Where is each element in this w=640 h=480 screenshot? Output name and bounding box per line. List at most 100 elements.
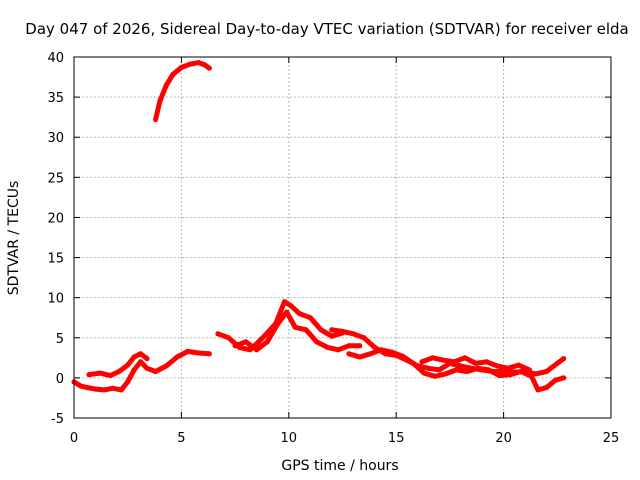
data-point — [138, 359, 144, 365]
data-point — [464, 369, 470, 374]
data-point — [131, 367, 137, 373]
data-point — [357, 354, 363, 360]
data-point — [443, 371, 449, 377]
x-axis-label: GPS time / hours — [281, 458, 398, 474]
data-point — [496, 373, 502, 378]
x-tick-label: 15 — [388, 431, 405, 446]
data-point — [486, 367, 492, 373]
data-point — [378, 347, 384, 353]
data-point — [346, 351, 352, 357]
data-point — [430, 355, 436, 361]
data-point — [372, 344, 378, 350]
data-point — [125, 362, 131, 368]
data-point — [314, 339, 320, 345]
data-point — [561, 375, 567, 381]
data-point — [458, 363, 464, 369]
data-point — [357, 343, 363, 349]
data-point — [350, 331, 356, 337]
data-point — [526, 367, 532, 373]
y-tick-label: 20 — [47, 211, 64, 226]
data-point — [264, 330, 270, 336]
data-point — [86, 372, 92, 378]
data-point — [518, 369, 524, 374]
data-point — [516, 362, 522, 368]
data-point — [544, 385, 550, 390]
data-point — [118, 387, 124, 393]
data-point — [254, 347, 260, 353]
data-point — [453, 367, 459, 373]
series-sat-f — [346, 347, 567, 393]
y-tick-label: 0 — [56, 372, 64, 387]
data-point — [475, 365, 481, 371]
data-point — [185, 348, 191, 354]
data-point — [389, 349, 395, 355]
data-point — [163, 363, 169, 369]
axes: 0 5 10 15 20 25 -5 0 5 10 15 20 25 30 35 40 — [47, 51, 619, 446]
data-point — [303, 327, 309, 333]
data-point — [206, 65, 212, 71]
data-point — [144, 365, 150, 371]
data-point — [436, 367, 442, 373]
data-point — [108, 373, 113, 378]
data-point — [144, 356, 150, 362]
data-point — [163, 82, 169, 88]
data-point — [361, 335, 367, 341]
data-point — [215, 331, 221, 337]
y-tick-label: 5 — [56, 332, 64, 347]
data-point — [552, 377, 558, 383]
y-tick-label: 15 — [47, 252, 64, 267]
data-point — [425, 365, 431, 371]
data-point — [288, 303, 294, 309]
y-tick-label: 30 — [47, 131, 64, 146]
data-point — [131, 354, 137, 360]
data-point — [97, 370, 103, 376]
data-point — [178, 64, 184, 70]
data-point — [529, 373, 534, 379]
data-point — [451, 359, 457, 365]
data-point — [284, 309, 290, 315]
y-axis-label: SDTVAR / TECUs — [6, 181, 22, 296]
data-point — [494, 363, 500, 369]
data-point — [196, 350, 202, 356]
data-point — [206, 351, 212, 357]
data-point — [101, 387, 107, 393]
data-point — [432, 373, 438, 379]
data-point — [318, 327, 324, 333]
data-point — [153, 369, 159, 374]
data-point — [232, 343, 238, 349]
data-point — [110, 385, 116, 391]
data-point — [153, 117, 159, 123]
data-point — [507, 372, 513, 378]
data-point — [473, 360, 479, 366]
data-point — [462, 355, 468, 361]
data-point — [544, 369, 550, 374]
data-point — [421, 370, 427, 376]
data-point — [157, 98, 163, 104]
data-point — [297, 311, 302, 317]
series-sat-high — [153, 60, 212, 123]
y-tick-label: 10 — [47, 292, 64, 307]
data-point — [535, 387, 541, 393]
data-point — [329, 327, 335, 333]
data-point — [367, 351, 373, 357]
data-point — [329, 333, 335, 339]
data-point — [292, 324, 298, 330]
data-point — [256, 339, 262, 345]
y-tick-label: 25 — [47, 171, 64, 186]
data-point — [410, 360, 416, 366]
data-point — [84, 385, 90, 390]
data-point — [441, 357, 446, 363]
data-point — [202, 62, 208, 68]
x-tick-label: 0 — [70, 431, 78, 446]
data-point — [307, 315, 313, 321]
data-point — [533, 371, 539, 377]
data-point — [505, 365, 511, 371]
data-point — [346, 343, 352, 349]
data-point — [77, 383, 83, 389]
data-point — [138, 351, 144, 357]
data-point — [174, 354, 180, 360]
x-tick-label: 25 — [603, 431, 620, 446]
x-tick-label: 5 — [177, 431, 185, 446]
data-point — [93, 386, 98, 392]
